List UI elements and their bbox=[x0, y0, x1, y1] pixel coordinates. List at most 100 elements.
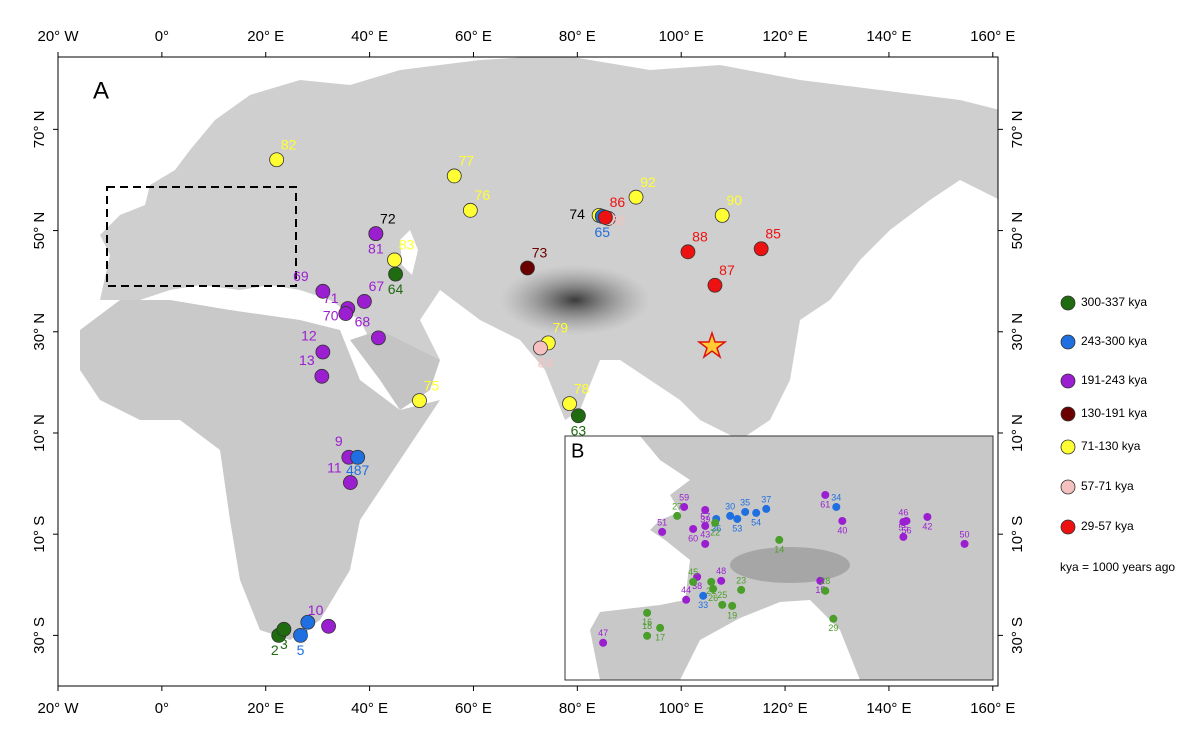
inset-site-marker bbox=[658, 527, 667, 536]
x-tick-label: 80° E bbox=[559, 700, 596, 717]
site-label: 10 bbox=[308, 602, 324, 618]
site-label: 81 bbox=[368, 240, 384, 256]
site-marker bbox=[446, 168, 462, 184]
x-tick-label: 100° E bbox=[659, 700, 704, 717]
inset-site-marker bbox=[709, 584, 718, 593]
site-label: 5 bbox=[297, 642, 305, 658]
inset-site-label: 29 bbox=[828, 623, 838, 633]
inset-site-label: 15 bbox=[815, 585, 825, 595]
panel-label: A bbox=[93, 77, 109, 104]
inset-site-marker bbox=[741, 507, 750, 516]
inset-site-marker bbox=[599, 638, 608, 647]
x-tick-label: 60° E bbox=[455, 28, 492, 45]
site-label: 487 bbox=[346, 462, 370, 478]
inset-site-label: 50 bbox=[960, 529, 970, 539]
site-label: 11 bbox=[327, 459, 342, 475]
y-tick-label: 10° N bbox=[1009, 414, 1026, 452]
site-label: 9 bbox=[335, 433, 343, 449]
site-label: 67 bbox=[369, 278, 385, 294]
site-marker bbox=[714, 207, 730, 223]
site-marker bbox=[570, 408, 586, 424]
legend-label: 300-337 kya bbox=[1081, 295, 1147, 309]
x-tick-label: 60° E bbox=[455, 700, 492, 717]
site-marker bbox=[462, 202, 478, 218]
site-marker bbox=[350, 449, 366, 465]
inset-site-label: 30 bbox=[725, 501, 735, 511]
inset-site-label: 23 bbox=[736, 575, 746, 585]
legend-swatch bbox=[1060, 479, 1076, 495]
inset-site-label: 40 bbox=[837, 525, 847, 535]
site-label: 72 bbox=[380, 210, 396, 226]
inset-site-label: 48 bbox=[716, 566, 726, 576]
map-frame bbox=[57, 56, 999, 687]
site-marker bbox=[342, 475, 358, 490]
inset-site-marker bbox=[680, 502, 689, 511]
inset-site-label: 61 bbox=[820, 499, 830, 509]
x-tick-label: 80° E bbox=[559, 28, 596, 45]
inset-site-label: 51 bbox=[657, 517, 667, 527]
y-tick-label: 30° N bbox=[31, 313, 48, 351]
inset-site-marker bbox=[728, 601, 737, 610]
inset-site-label: 28 bbox=[820, 576, 830, 586]
legend-label: 191-243 kya bbox=[1081, 373, 1147, 387]
site-label: 12 bbox=[301, 328, 317, 344]
site-label: 64 bbox=[388, 281, 404, 297]
site-marker bbox=[368, 226, 384, 242]
site-label: 76 bbox=[475, 187, 491, 203]
inset-site-marker bbox=[838, 516, 847, 525]
y-tick-label: 30° S bbox=[31, 617, 48, 654]
x-tick-label: 0° bbox=[155, 700, 169, 717]
inset-site-label: 26 bbox=[708, 593, 718, 603]
inset-site-label: 19 bbox=[727, 610, 737, 620]
site-marker bbox=[387, 252, 402, 268]
legend-label: 71-130 kya bbox=[1081, 439, 1141, 453]
site-label: 74 bbox=[569, 206, 585, 222]
inset-site-marker bbox=[682, 595, 691, 604]
legend-swatch bbox=[1060, 334, 1076, 350]
x-tick-label: 140° E bbox=[866, 28, 911, 45]
site-label: 85 bbox=[765, 225, 781, 241]
inset-site-marker bbox=[689, 577, 698, 586]
inset-site-marker bbox=[733, 514, 742, 523]
site-marker bbox=[357, 294, 372, 309]
inset-site-label: 44 bbox=[681, 585, 691, 595]
inset-site-marker bbox=[717, 576, 726, 585]
x-tick-label: 160° E bbox=[970, 28, 1015, 45]
inset-site-marker bbox=[829, 614, 838, 623]
inset-site-marker bbox=[821, 490, 830, 499]
inset-site-marker bbox=[656, 623, 665, 632]
inset-site-label: 16 bbox=[642, 617, 652, 627]
inset-site-label: 35 bbox=[740, 497, 750, 507]
inset-site-label: 55 bbox=[898, 522, 908, 532]
inset-site-marker bbox=[737, 585, 746, 594]
site-label: 77 bbox=[458, 153, 474, 169]
inset-site-marker bbox=[960, 539, 969, 548]
caspian bbox=[400, 230, 418, 275]
plateau bbox=[500, 265, 650, 335]
legend-swatch bbox=[1060, 519, 1076, 535]
inset-site-label: 18 bbox=[642, 621, 652, 631]
relief bbox=[80, 57, 998, 640]
y-tick-label: 50° N bbox=[31, 212, 48, 250]
site-marker bbox=[753, 241, 769, 257]
x-tick-label: 0° bbox=[155, 28, 169, 45]
site-label: 70 bbox=[323, 307, 339, 323]
site-marker bbox=[628, 189, 644, 205]
site-marker bbox=[707, 277, 723, 293]
inset-site-label: 46 bbox=[898, 507, 908, 517]
site-marker bbox=[520, 260, 535, 276]
inset-site-marker bbox=[762, 504, 771, 513]
y-tick-label: 70° N bbox=[31, 111, 48, 149]
panel-label: B bbox=[571, 440, 584, 462]
inset-site-label: 36 bbox=[711, 523, 721, 533]
x-tick-label: 160° E bbox=[970, 700, 1015, 717]
inset-site-marker bbox=[643, 608, 652, 617]
eurasia bbox=[100, 57, 998, 440]
site-label: 13 bbox=[299, 352, 315, 368]
inset-site-marker bbox=[701, 505, 710, 514]
inset-site-label: 47 bbox=[598, 628, 608, 638]
site-label: 69 bbox=[293, 268, 309, 284]
